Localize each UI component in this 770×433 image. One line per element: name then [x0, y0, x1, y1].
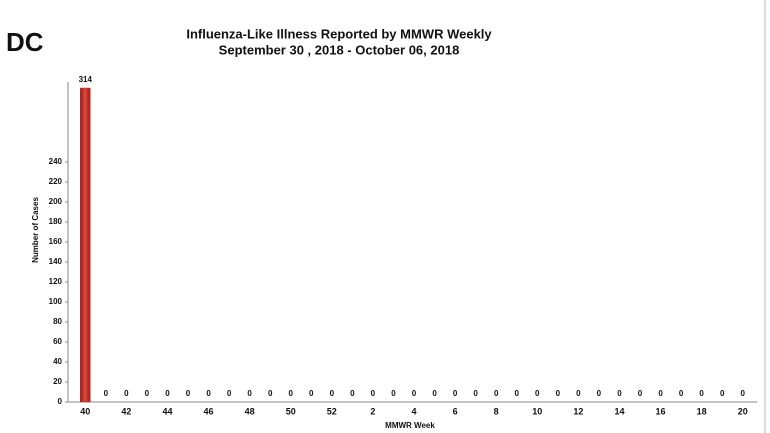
x-tick-label: 20 [738, 406, 748, 416]
data-label: 0 [289, 389, 294, 398]
x-tick-label: 4 [411, 406, 416, 416]
x-tick-label: 6 [453, 406, 458, 416]
data-label: 0 [515, 389, 520, 398]
data-label: 0 [330, 389, 335, 398]
chart-title: Influenza-Like Illness Reported by MMWR … [186, 26, 492, 41]
data-label: 0 [371, 389, 376, 398]
x-tick-label: 8 [494, 406, 499, 416]
data-label: 0 [535, 389, 540, 398]
data-label: 0 [556, 389, 561, 398]
chart-subtitle: September 30 , 2018 - October 06, 2018 [219, 42, 460, 57]
y-tick-label: 200 [49, 197, 63, 206]
data-label: 0 [186, 389, 191, 398]
data-label: 0 [206, 389, 211, 398]
x-tick-label: 46 [204, 406, 214, 416]
y-tick-label: 0 [58, 397, 63, 406]
data-label: 0 [165, 389, 170, 398]
x-tick-label: 14 [614, 406, 624, 416]
y-tick-label: 180 [49, 217, 63, 226]
data-label: 0 [350, 389, 355, 398]
x-axis-label: MMWR Week [385, 421, 435, 430]
data-label: 0 [597, 389, 602, 398]
data-label: 0 [741, 389, 746, 398]
y-tick-label: 160 [49, 237, 63, 246]
data-label: 0 [412, 389, 417, 398]
x-tick-label: 18 [697, 406, 707, 416]
x-tick-label: 10 [532, 406, 542, 416]
data-label: 314 [79, 75, 93, 84]
y-axis-label: Number of Cases [31, 197, 40, 263]
x-tick-label: 44 [162, 406, 172, 416]
data-label: 0 [453, 389, 458, 398]
y-tick-label: 240 [49, 157, 63, 166]
data-label: 0 [432, 389, 437, 398]
data-label: 0 [124, 389, 129, 398]
y-tick-label: 140 [49, 257, 63, 266]
data-label: 0 [638, 389, 643, 398]
x-tick-label: 42 [121, 406, 131, 416]
data-label: 0 [720, 389, 725, 398]
data-label: 0 [699, 389, 704, 398]
data-label: 0 [227, 389, 232, 398]
region-label: DC [6, 27, 44, 57]
x-tick-label: 50 [286, 406, 296, 416]
y-tick-label: 40 [53, 357, 62, 366]
data-label: 0 [145, 389, 150, 398]
y-tick-label: 20 [53, 377, 62, 386]
y-tick-label: 100 [49, 297, 63, 306]
data-label: 0 [309, 389, 314, 398]
data-label: 0 [576, 389, 581, 398]
data-label: 0 [494, 389, 499, 398]
x-tick-label: 12 [573, 406, 583, 416]
x-tick-label: 2 [370, 406, 375, 416]
y-tick-label: 220 [49, 177, 63, 186]
data-label: 0 [247, 389, 252, 398]
y-tick-label: 80 [53, 317, 62, 326]
y-tick-label: 60 [53, 337, 62, 346]
bar [80, 87, 91, 403]
data-label: 0 [391, 389, 396, 398]
data-label: 0 [679, 389, 684, 398]
x-tick-label: 52 [327, 406, 337, 416]
x-tick-label: 40 [80, 406, 90, 416]
data-label: 0 [658, 389, 663, 398]
y-tick-label: 120 [49, 277, 63, 286]
x-tick-label: 48 [245, 406, 255, 416]
data-label: 0 [268, 389, 273, 398]
data-label: 0 [617, 389, 622, 398]
data-label: 0 [104, 389, 109, 398]
x-tick-label: 16 [656, 406, 666, 416]
data-label: 0 [473, 389, 478, 398]
